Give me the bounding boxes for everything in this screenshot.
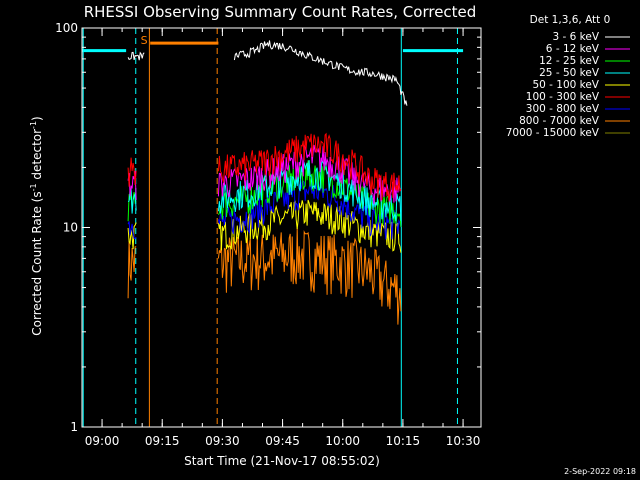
timestamp: 2-Sep-2022 09:18 <box>564 467 636 476</box>
x-axis-label: Start Time (21-Nov-17 08:55:02) <box>184 454 380 468</box>
x-tick-label: 09:15 <box>145 434 180 448</box>
legend-label: 100 - 300 keV <box>526 91 600 103</box>
y-tick-label: 100 <box>55 21 78 35</box>
series-line <box>217 199 402 253</box>
y-axis-label-end: ) <box>30 116 44 121</box>
series-line <box>217 158 402 222</box>
plot-border <box>81 27 482 428</box>
y-tick-label: 10 <box>63 221 78 235</box>
series-line <box>127 221 137 240</box>
y-axis-label: Corrected Count Rate (s-1 detector-1) <box>29 116 44 335</box>
series-line <box>217 227 402 325</box>
legend-label: 12 - 25 keV <box>539 55 600 67</box>
s-marker-label: S <box>141 34 148 47</box>
legend-label: 3 - 6 keV <box>552 31 599 43</box>
x-axis-ticks: 09:00 09:15 09:30 09:45 10:00 10:15 10:30 <box>81 28 481 448</box>
y-axis-label-sup2: -1 <box>29 121 38 129</box>
y-axis-ticks: 1 10 100 <box>55 21 481 434</box>
series-line <box>217 132 402 201</box>
x-tick-label: 10:15 <box>386 434 421 448</box>
x-tick-label: 09:30 <box>205 434 240 448</box>
legend-label: 300 - 800 keV <box>526 103 600 115</box>
y-axis-label-main: Corrected Count Rate (s <box>30 191 44 335</box>
legend-label: 25 - 50 keV <box>539 67 600 79</box>
series-line <box>127 222 137 250</box>
series-line <box>233 40 408 106</box>
x-tick-label: 10:30 <box>446 434 481 448</box>
x-tick-label: 09:00 <box>85 434 120 448</box>
series-line <box>127 157 137 187</box>
legend-label: 50 - 100 keV <box>532 79 599 91</box>
legend-header: Det 1,3,6, Att 0 <box>530 14 611 26</box>
chart-title: RHESSI Observing Summary Count Rates, Co… <box>84 3 477 21</box>
x-tick-label: 10:00 <box>325 434 360 448</box>
flag-bars <box>82 41 464 53</box>
y-axis-label-mid: detector <box>30 129 44 184</box>
x-tick-label: 09:45 <box>265 434 300 448</box>
legend-label: 800 - 7000 keV <box>519 115 600 127</box>
series-line <box>127 51 145 61</box>
series-traces <box>127 40 408 325</box>
legend-label: 6 - 12 keV <box>546 43 600 55</box>
y-tick-label: 1 <box>70 420 78 434</box>
series-line <box>127 188 137 214</box>
series-line <box>127 238 137 299</box>
legend-label: 7000 - 15000 keV <box>506 127 600 139</box>
plot-frame <box>81 27 482 428</box>
y-axis-label-sup1: -1 <box>29 183 38 191</box>
